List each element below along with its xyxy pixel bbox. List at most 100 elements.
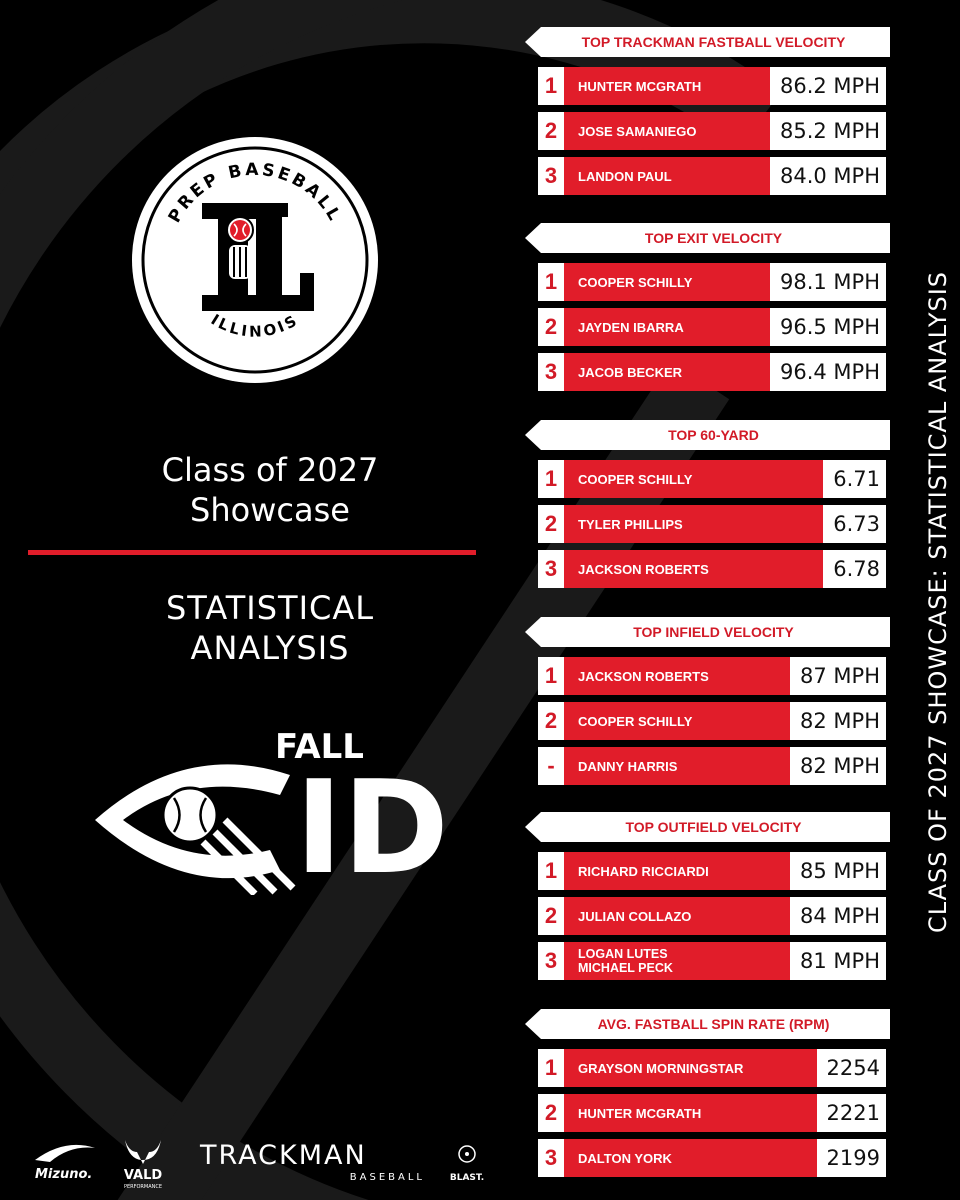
stat-value: 86.2 MPH: [769, 67, 886, 105]
player-name-text: LANDON PAUL: [578, 168, 672, 184]
stat-value: 98.1 MPH: [769, 263, 886, 301]
section-title: TOP 60-YARD: [668, 427, 759, 443]
section-header-banner: [525, 420, 890, 450]
rank-badge: 1: [538, 852, 564, 890]
player-name: JACKSON ROBERTS: [578, 550, 709, 588]
player-name-text: JACKSON ROBERTS: [578, 668, 709, 684]
fall-id-logo: FALL ID: [95, 727, 445, 895]
player-name: JAYDEN IBARRA: [578, 308, 684, 346]
player-name-text: DANNY HARRIS: [578, 758, 678, 774]
rank-badge: 2: [538, 505, 564, 543]
stat-row: 3 DALTON YORK 2199: [538, 1139, 886, 1177]
blast-logo-icon: BLAST.: [450, 1145, 484, 1183]
trackman-text: TRACKMAN: [199, 1140, 367, 1171]
rank-badge: 1: [538, 263, 564, 301]
analysis-title-line2: ANALYSIS: [190, 629, 350, 667]
player-name-text: COOPER SCHILLY: [578, 471, 693, 487]
section-title: TOP TRACKMAN FASTBALL VELOCITY: [581, 34, 846, 50]
baseball-helmet-icon: [226, 216, 254, 279]
player-name-text: GRAYSON MORNINGSTAR: [578, 1060, 744, 1076]
vald-text: VALD: [124, 1168, 163, 1183]
player-name: COOPER SCHILLY: [578, 263, 692, 301]
vald-logo-icon: VALD PERFORMANCE: [124, 1140, 163, 1190]
rank-badge: 3: [538, 550, 564, 588]
event-title-line2: Showcase: [190, 491, 350, 529]
player-name: JACOB BECKER: [578, 353, 682, 391]
speed-lines-icon: [200, 817, 296, 895]
mizuno-text: Mizuno.: [35, 1167, 92, 1182]
stat-value: 6.71: [823, 460, 886, 498]
player-name-text: COOPER SCHILLY: [578, 274, 693, 290]
stat-value: 85.2 MPH: [769, 112, 886, 150]
stat-row: 2 JAYDEN IBARRA 96.5 MPH: [538, 308, 886, 346]
mizuno-logo-icon: Mizuno.: [35, 1144, 95, 1182]
prep-baseball-illinois-logo: PREP BASEBALL ILLINOIS: [132, 137, 378, 383]
rank-badge: 3: [538, 1139, 564, 1177]
stat-row: - DANNY HARRIS 82 MPH: [538, 747, 886, 785]
section-header: TOP 60-YARD: [525, 420, 890, 450]
stat-row: 1 RICHARD RICCIARDI 85 MPH: [538, 852, 886, 890]
player-name-text: RICHARD RICCIARDI: [578, 863, 709, 879]
player-name: COOPER SCHILLY: [578, 460, 692, 498]
player-name: GRAYSON MORNINGSTAR: [578, 1049, 743, 1087]
stat-value: 2221: [816, 1094, 886, 1132]
player-name-text: COOPER SCHILLY: [578, 713, 693, 729]
player-name-text: JACOB BECKER: [578, 364, 683, 380]
player-name: JOSE SAMANIEGO: [578, 112, 696, 150]
stat-row: 3 JACKSON ROBERTS 6.78: [538, 550, 886, 588]
stat-row: 2 COOPER SCHILLY 82 MPH: [538, 702, 886, 740]
player-name: TYLER PHILLIPS: [578, 505, 683, 543]
stat-row: 3 LOGAN LUTES MICHAEL PECK 81 MPH: [538, 942, 886, 980]
stat-row: 1 COOPER SCHILLY 98.1 MPH: [538, 263, 886, 301]
rank-badge: 2: [538, 1094, 564, 1132]
stat-value: 81 MPH: [790, 942, 886, 980]
stat-row: 2 TYLER PHILLIPS 6.73: [538, 505, 886, 543]
stat-value: 96.5 MPH: [769, 308, 886, 346]
rank-badge: 1: [538, 460, 564, 498]
rank-badge: 2: [538, 897, 564, 935]
stat-value: 96.4 MPH: [769, 353, 886, 391]
rank-badge: 1: [538, 657, 564, 695]
stat-value: 6.73: [823, 505, 886, 543]
stat-row: 1 GRAYSON MORNINGSTAR 2254: [538, 1049, 886, 1087]
section-header-banner: [525, 27, 890, 57]
player-name-text: HUNTER MCGRATH: [578, 78, 702, 94]
section-title: AVG. FASTBALL SPIN RATE (RPM): [597, 1016, 830, 1032]
player-name-text: JAYDEN IBARRA: [578, 319, 684, 335]
section-title: TOP EXIT VELOCITY: [644, 230, 783, 246]
player-name-text: TYLER PHILLIPS: [578, 516, 683, 532]
player-name: JULIAN COLLAZO: [578, 897, 691, 935]
section-title: TOP INFIELD VELOCITY: [633, 624, 794, 640]
section-header-banner: [525, 1009, 890, 1039]
stat-row: 2 HUNTER MCGRATH 2221: [538, 1094, 886, 1132]
stat-value: 87 MPH: [790, 657, 886, 695]
rank-badge: 3: [538, 157, 564, 195]
stat-row: 3 JACOB BECKER 96.4 MPH: [538, 353, 886, 391]
player-name: HUNTER MCGRATH: [578, 67, 701, 105]
section-title: TOP OUTFIELD VELOCITY: [625, 819, 802, 835]
rank-badge: 2: [538, 308, 564, 346]
analysis-title-line1: STATISTICAL: [165, 589, 375, 627]
event-title: Class of 2027 Showcase: [40, 450, 500, 530]
player-name: DANNY HARRIS: [578, 747, 677, 785]
divider: [28, 550, 476, 555]
event-title-line1: Class of 2027: [161, 451, 379, 489]
stat-row: 1 COOPER SCHILLY 6.71: [538, 460, 886, 498]
rank-badge: 2: [538, 112, 564, 150]
rank-badge: -: [538, 747, 564, 785]
analysis-title: STATISTICAL ANALYSIS: [40, 588, 500, 668]
stat-value: 85 MPH: [790, 852, 886, 890]
section-header-banner: [525, 812, 890, 842]
rank-badge: 3: [538, 353, 564, 391]
vald-sub-text: PERFORMANCE: [124, 1184, 162, 1190]
player-name-text: LOGAN LUTES: [578, 947, 668, 961]
player-name-text: JOSE SAMANIEGO: [578, 123, 697, 139]
rank-badge: 2: [538, 702, 564, 740]
trackman-sub-text: BASEBALL: [350, 1172, 425, 1183]
stat-value: 82 MPH: [790, 747, 886, 785]
player-name: RICHARD RICCIARDI: [578, 852, 709, 890]
section-header: TOP EXIT VELOCITY: [525, 223, 890, 253]
player-name: DALTON YORK: [578, 1139, 672, 1177]
player-name-text: JULIAN COLLAZO: [578, 908, 692, 924]
player-name-text: HUNTER MCGRATH: [578, 1105, 702, 1121]
